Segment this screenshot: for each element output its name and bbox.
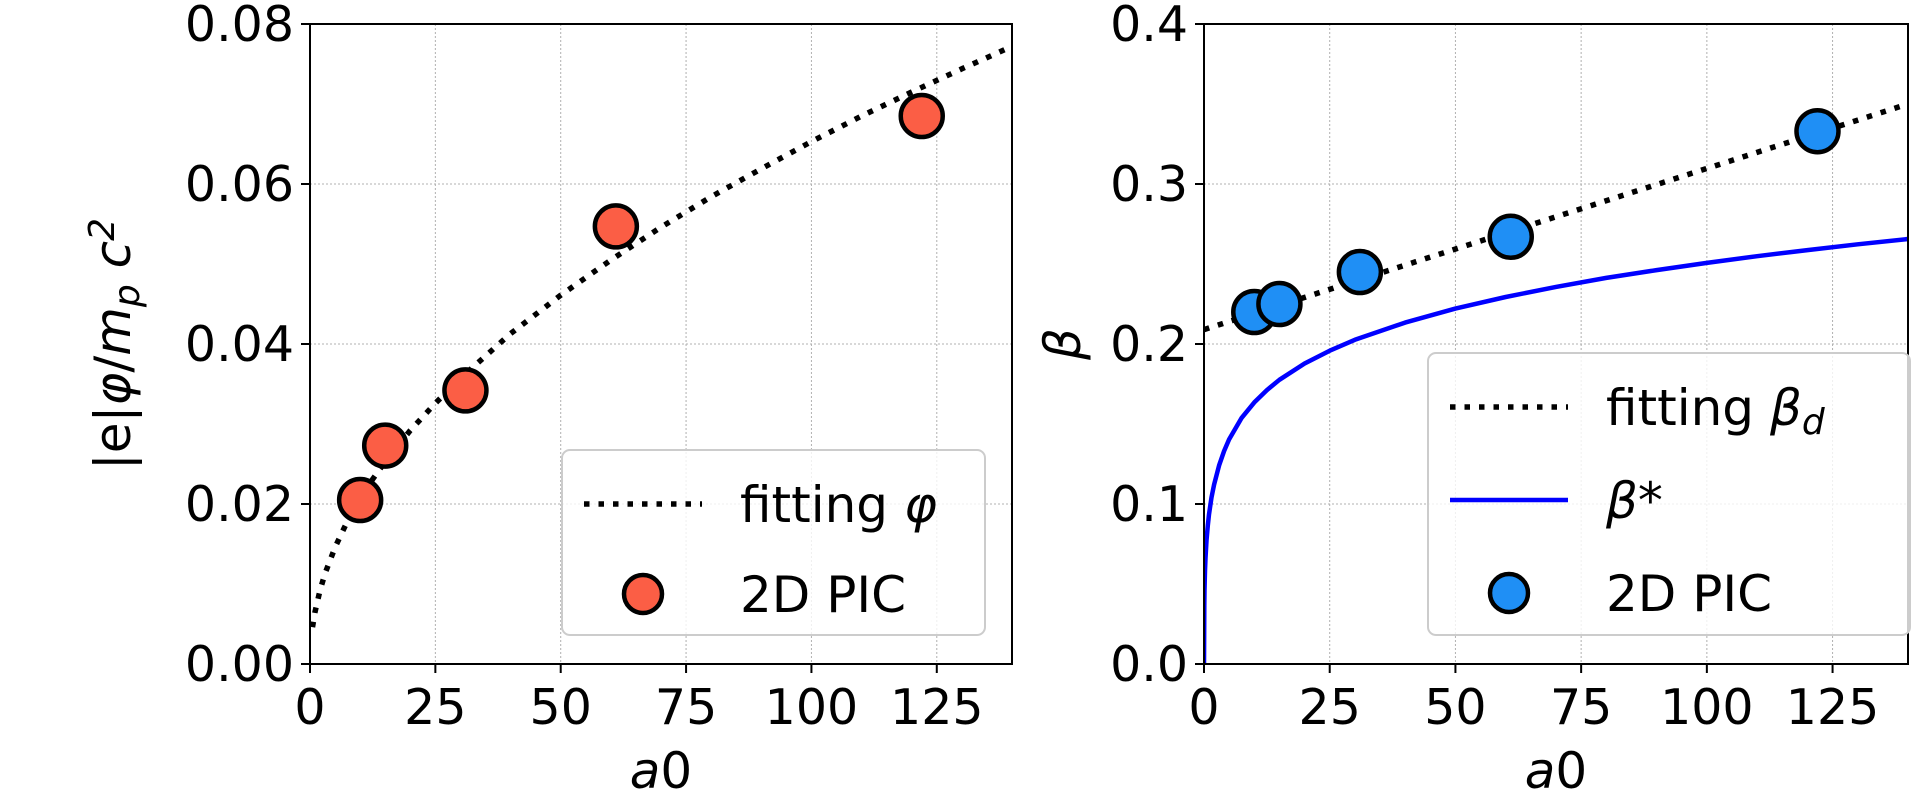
x-axis-label-text: 0 [660, 742, 692, 800]
legend-label-text: fitting [1606, 379, 1754, 437]
right-ticks: 0 25 50 75 100 125 0.0 0.1 0.2 0.3 0.4 [1110, 0, 1879, 736]
y-tick-label: 0.3 [1110, 156, 1188, 213]
left-legend: fitting φ 2D PIC [561, 449, 986, 636]
data-point-2d-pic [1256, 280, 1303, 328]
legend-label-symbol: φ [904, 476, 937, 534]
y-axis-label-text: / [84, 356, 142, 373]
data-point-2d-pic [1336, 248, 1384, 296]
data-point-2d-pic [592, 203, 640, 250]
x-tick-label: 100 [1660, 679, 1754, 736]
x-tick-label: 75 [1550, 679, 1612, 736]
y-tick-label: 0.04 [185, 316, 294, 373]
legend-label-space [1754, 379, 1770, 437]
x-tick-label: 100 [765, 679, 859, 736]
y-tick-label: 0.06 [185, 156, 294, 213]
legend-label: fitting φ [740, 476, 937, 534]
y-axis-label-symbol: φ [84, 373, 142, 406]
y-axis-label-subscript: p [107, 284, 148, 308]
x-tick-label: 0 [294, 679, 325, 736]
x-axis-label-text: 0 [1555, 742, 1587, 800]
y-tick-label: 0.00 [185, 636, 294, 693]
y-tick-label: 0.2 [1110, 316, 1188, 373]
x-tick-label: 50 [530, 679, 592, 736]
legend-label-space [888, 476, 904, 534]
right-x-axis-label: a0 [1525, 742, 1587, 800]
y-tick-label: 0.4 [1110, 0, 1188, 53]
y-tick-label: 0.08 [185, 0, 294, 53]
legend-label: 2D PIC [740, 566, 906, 624]
legend-marker-2d-pic [1487, 571, 1531, 615]
right-y-axis-label: β [1034, 328, 1092, 361]
beta-star-curve [1204, 236, 1908, 664]
x-axis-label-symbol: a [630, 742, 661, 800]
right-legend: fitting βdβ*2D PIC [1427, 352, 1911, 636]
y-tick-label: 0.1 [1110, 476, 1188, 533]
legend-label-symbol: β [1769, 379, 1802, 437]
legend-label: β* [1605, 472, 1663, 530]
legend-label: 2D PIC [1606, 565, 1772, 623]
data-point-2d-pic [442, 367, 489, 414]
legend-box [561, 449, 986, 636]
legend-label-text: PIC [1692, 565, 1772, 623]
legend-label-symbol: β [1605, 472, 1638, 530]
legend-label-text: * [1638, 472, 1663, 530]
y-axis-label-symbol: c [84, 241, 142, 269]
x-tick-label: 125 [890, 679, 984, 736]
y-tick-label: 0.02 [185, 476, 294, 533]
x-tick-label: 25 [404, 679, 466, 736]
data-point-2d-pic [898, 92, 945, 140]
legend-label-text: 2D [1606, 565, 1676, 623]
x-axis-label-symbol: a [1525, 742, 1556, 800]
left-x-axis-label: a0 [630, 742, 692, 800]
data-point-2d-pic [1487, 213, 1534, 261]
right-plot-area [1204, 101, 1908, 664]
left-y-axis-label: |e|φ/mp c2 [82, 218, 148, 470]
legend-label-space [1676, 565, 1692, 623]
y-axis-label-space [84, 268, 142, 284]
legend-label-subscript: d [1802, 402, 1826, 443]
data-point-2d-pic [1794, 107, 1841, 155]
y-axis-label-symbol: m [84, 307, 142, 356]
x-tick-label: 25 [1299, 679, 1361, 736]
legend-box [1427, 352, 1911, 636]
x-tick-label: 75 [655, 679, 717, 736]
x-tick-label: 0 [1188, 679, 1219, 736]
legend-label-text: 2D [740, 566, 810, 624]
data-point-2d-pic [336, 476, 384, 524]
left-plot-area [310, 43, 1012, 628]
legend-label-text: fitting [740, 476, 888, 534]
y-tick-label: 0.0 [1110, 636, 1188, 693]
data-point-2d-pic [361, 422, 409, 469]
x-tick-label: 50 [1424, 679, 1486, 736]
x-tick-label: 125 [1786, 679, 1880, 736]
y-axis-label-text: |e| [84, 406, 142, 470]
y-axis-label-superscript: 2 [82, 218, 123, 241]
legend-label-space [810, 566, 826, 624]
y-axis-label-symbol: β [1034, 328, 1092, 361]
legend-label-text: PIC [826, 566, 906, 624]
left-ticks: 0 25 50 75 100 125 0.00 0.02 0.04 0.06 0.08 [185, 0, 984, 736]
legend-marker-2d-pic [621, 572, 665, 616]
legend-label: fitting βd [1606, 379, 1826, 443]
